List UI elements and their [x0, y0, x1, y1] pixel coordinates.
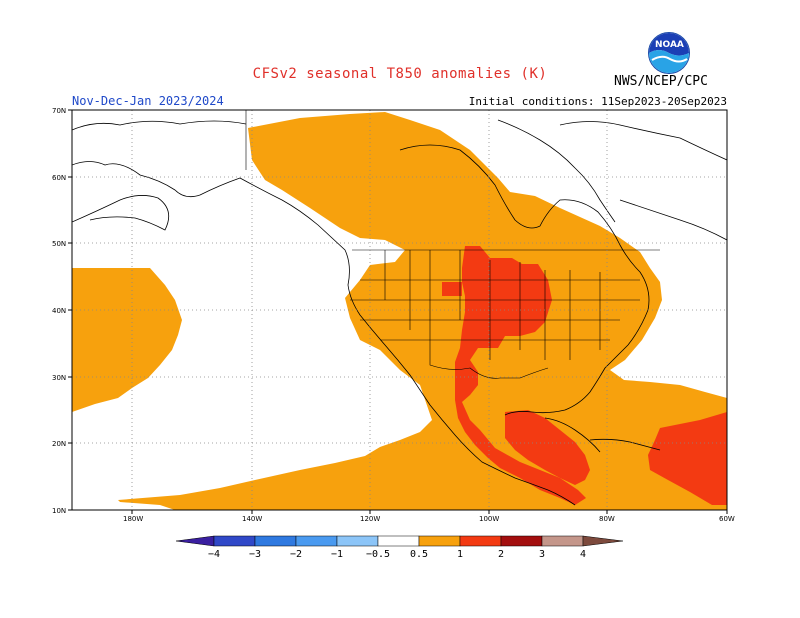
anomaly-region-red [442, 246, 727, 505]
lon-label-140w: 140W [242, 515, 262, 523]
colorbar-label: 4 [580, 549, 586, 560]
colorbar-bin [500, 535, 543, 547]
political-borders [245, 110, 660, 379]
colorbar-label: 0.5 [410, 549, 428, 560]
lon-label-120w: 120W [360, 515, 380, 523]
colorbar-bin [418, 535, 461, 547]
noaa-logo-icon [648, 32, 690, 74]
lat-label-40n: 40N [52, 307, 66, 315]
lat-label-70n: 70N [52, 107, 66, 115]
lon-label-100w: 100W [479, 515, 499, 523]
axis-ticks [68, 109, 728, 514]
colorbar: −4 −3 −2 −1 −0.5 0.5 1 2 3 4 [175, 535, 624, 560]
colorbar-bin [336, 535, 379, 547]
coastlines [72, 119, 727, 506]
lat-label-50n: 50N [52, 240, 66, 248]
colorbar-label: −1 [331, 549, 343, 560]
season-label: Nov-Dec-Jan 2023/2024 [72, 94, 224, 108]
colorbar-bin [254, 535, 297, 547]
colorbar-label: 3 [539, 549, 545, 560]
noaa-logo-text: NOAA [655, 40, 684, 50]
colorbar-bin [459, 535, 502, 547]
graticule [72, 110, 727, 510]
colorbar-arrow-left [175, 535, 215, 547]
anomaly-region-orange [72, 112, 727, 510]
colorbar-bin [213, 535, 256, 547]
lat-label-20n: 20N [52, 440, 66, 448]
colorbar-label: −2 [290, 549, 302, 560]
colorbar-label: 1 [457, 549, 463, 560]
initial-conditions-label: Initial conditions: 11Sep2023-20Sep2023 [468, 95, 727, 108]
agency-label: NWS/NCEP/CPC [614, 74, 708, 89]
colorbar-label: −4 [208, 549, 220, 560]
colorbar-label: −3 [249, 549, 261, 560]
colorbar-bin [377, 535, 420, 547]
lat-label-30n: 30N [52, 374, 66, 382]
colorbar-label: 2 [498, 549, 504, 560]
lat-label-10n: 10N [52, 507, 66, 515]
colorbar-bin [295, 535, 338, 547]
lon-label-180w: 180W [123, 515, 143, 523]
colorbar-arrow-right [582, 535, 624, 547]
colorbar-label: −0.5 [366, 549, 390, 560]
map-title: CFSv2 seasonal T850 anomalies (K) [252, 66, 548, 82]
lon-label-80w: 80W [599, 515, 615, 523]
colorbar-bin [541, 535, 584, 547]
lat-label-60n: 60N [52, 174, 66, 182]
lon-label-60w: 60W [719, 515, 735, 523]
